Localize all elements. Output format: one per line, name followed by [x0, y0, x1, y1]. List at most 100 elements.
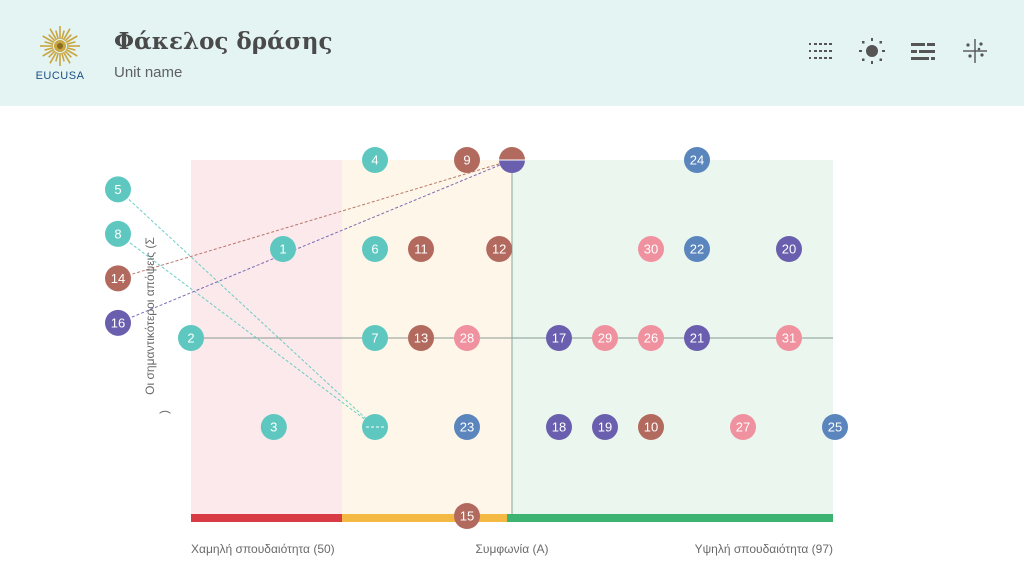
data-point[interactable]: 27: [730, 414, 756, 440]
data-point[interactable]: 26: [638, 325, 664, 351]
point-label: 5: [114, 182, 121, 197]
logo-ray: [44, 41, 54, 45]
point-label: 7: [371, 331, 378, 346]
point-marker: [638, 325, 664, 351]
data-point[interactable]: 6: [362, 236, 388, 262]
data-point[interactable]: 11: [408, 236, 434, 262]
data-point[interactable]: 12: [486, 236, 513, 262]
point-label: 8: [114, 226, 121, 241]
point-marker: [105, 176, 131, 203]
logo-ray: [49, 51, 58, 64]
point-marker: [822, 414, 848, 440]
split-marker[interactable]: [499, 147, 525, 173]
y-axis-label-end: ): [157, 410, 171, 414]
data-point[interactable]: 31: [776, 325, 802, 351]
side-point[interactable]: 16: [105, 309, 131, 336]
data-point[interactable]: 30: [638, 236, 664, 262]
logo-ray: [61, 30, 65, 40]
point-label: 27: [736, 420, 750, 435]
link-line: [117, 189, 376, 428]
brightness-button[interactable]: [857, 36, 887, 66]
point-label: 10: [644, 420, 658, 435]
point-label: 14: [111, 271, 125, 286]
link-line: [117, 159, 513, 324]
point-marker: [178, 325, 204, 351]
side-point[interactable]: 8: [105, 220, 131, 247]
logo-ray: [55, 30, 59, 40]
point-marker: [684, 147, 710, 173]
data-point[interactable]: 22: [684, 236, 710, 262]
data-point[interactable]: 7: [362, 325, 388, 351]
logo-ray: [49, 28, 58, 41]
point-marker: [362, 325, 388, 351]
point-marker: [454, 414, 480, 440]
unit-name: Unit name: [114, 64, 183, 81]
data-point[interactable]: 20: [776, 236, 802, 262]
point-label: 26: [644, 331, 658, 346]
point-marker: [408, 325, 434, 351]
point-label: 21: [690, 331, 704, 346]
point-marker: [776, 325, 802, 351]
split-marker-bottom: [499, 160, 525, 173]
point-label: 29: [598, 331, 612, 346]
scatter-view-button[interactable]: [960, 36, 990, 66]
logo-ray: [55, 52, 59, 62]
logo-ray: [64, 50, 72, 58]
eucusa-logo: [28, 22, 92, 86]
logo-ray: [66, 41, 76, 45]
logo-ray: [62, 28, 71, 41]
data-point[interactable]: 23: [454, 414, 480, 440]
point-label: 19: [598, 420, 612, 435]
data-point[interactable]: 24: [684, 147, 710, 173]
data-point[interactable]: 17: [546, 325, 572, 351]
data-point[interactable]: 10: [638, 414, 664, 440]
logo-ray: [62, 51, 71, 64]
point-marker: [546, 414, 572, 440]
side-point[interactable]: 5: [105, 176, 131, 203]
point-marker: [408, 236, 434, 262]
logo-ray: [61, 52, 65, 62]
data-point[interactable]: 2: [178, 325, 204, 351]
data-point[interactable]: 18: [546, 414, 572, 440]
side-point[interactable]: 14: [105, 265, 131, 292]
point-marker: [454, 147, 480, 173]
point-label: 18: [552, 420, 566, 435]
point-label: 16: [111, 315, 125, 330]
point-marker: [684, 236, 710, 262]
point-marker: [270, 236, 296, 262]
point-marker: [362, 147, 388, 173]
numbered-list-button[interactable]: [806, 36, 836, 66]
logo-ray: [66, 47, 76, 51]
data-point[interactable]: 25: [822, 414, 848, 440]
data-point[interactable]: 28: [454, 325, 480, 351]
band-mid: [342, 514, 507, 522]
data-point[interactable]: 29: [592, 325, 618, 351]
merged-marker-circle: [362, 414, 388, 440]
point-label: 13: [414, 331, 428, 346]
data-point[interactable]: 21: [684, 325, 710, 351]
point-marker: [730, 414, 756, 440]
logo-ray: [65, 35, 78, 44]
data-point[interactable]: 3: [260, 414, 287, 440]
data-point[interactable]: 15: [454, 503, 480, 529]
logo-ray: [42, 35, 55, 44]
point-label: 24: [690, 153, 704, 168]
merged-marker[interactable]: [362, 414, 388, 440]
logo-ray: [44, 47, 54, 51]
point-label: 31: [782, 331, 796, 346]
data-point[interactable]: 13: [408, 325, 434, 351]
point-label: 1: [279, 242, 286, 257]
point-marker: [546, 325, 572, 351]
page-title: Φάκελος δράσης: [114, 28, 333, 55]
point-marker: [486, 236, 513, 262]
data-point[interactable]: 19: [592, 414, 618, 440]
logo-ray: [48, 50, 56, 58]
point-label: 25: [828, 420, 842, 435]
point-label: 12: [492, 242, 506, 257]
point-marker: [592, 414, 618, 440]
data-point[interactable]: 1: [270, 236, 296, 262]
filter-button[interactable]: [908, 36, 938, 66]
data-point[interactable]: 4: [362, 147, 388, 173]
data-point[interactable]: 9: [454, 147, 480, 173]
band-low: [191, 514, 342, 522]
